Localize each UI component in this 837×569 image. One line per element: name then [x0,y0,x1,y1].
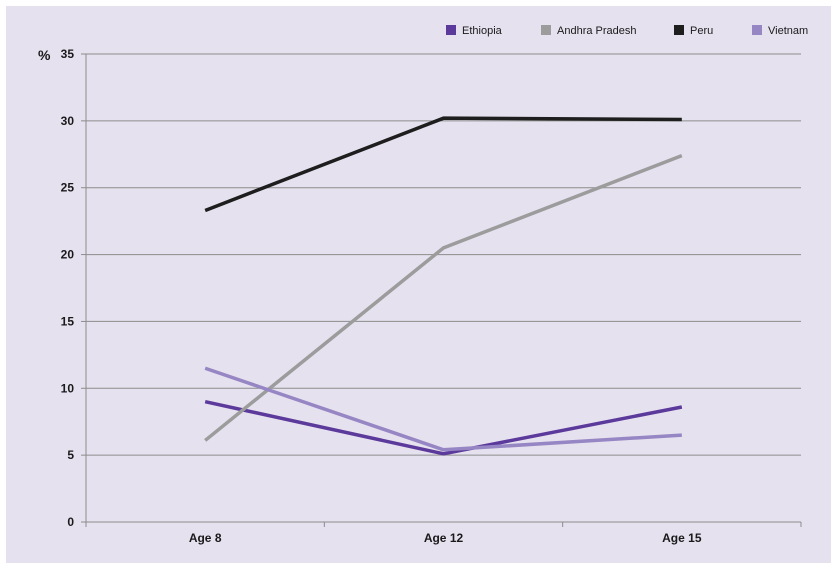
gridlines [86,53,801,456]
legend-label: Peru [690,25,713,37]
y-tick-label: 35 [61,47,75,61]
y-axis-ticks: 0 5 10 15 20 25 30 35 [61,47,86,529]
series-line-peru [204,116,682,213]
legend-item: Andhra Pradesh [541,25,637,37]
y-unit-label: % [38,47,51,63]
x-tick-label: Age 8 [189,531,222,545]
legend-swatch [674,25,684,35]
legend: Ethiopia Andhra Pradesh Peru Vietnam [446,25,808,37]
series-lines [204,116,683,456]
y-tick-label: 20 [61,248,75,262]
legend-label: Ethiopia [462,25,503,37]
legend-item: Peru [674,25,713,37]
chart-area: 0 5 10 15 20 25 30 35 Age 8 Age 12 Age 15 Ethiopi… [6,6,831,563]
legend-label: Vietnam [768,25,808,37]
y-tick-label: 15 [61,314,75,328]
line-chart: 0 5 10 15 20 25 30 35 Age 8 Age 12 Age 15 Ethiopi… [38,25,808,545]
x-tick-label: Age 12 [424,531,464,545]
y-tick-label: 25 [61,181,75,195]
y-tick-label: 10 [61,381,75,395]
y-tick-label: 5 [67,448,74,462]
legend-item: Vietnam [752,25,808,37]
series-line-vietnam [204,366,682,452]
legend-swatch [541,25,551,35]
legend-label: Andhra Pradesh [557,25,637,37]
y-tick-label: 0 [67,515,74,529]
legend-swatch [752,25,762,35]
legend-item: Ethiopia [446,25,503,37]
y-tick-label: 30 [61,114,75,128]
x-axis-ticks: Age 8 Age 12 Age 15 [85,522,802,545]
x-tick-label: Age 15 [662,531,702,545]
axes [85,54,801,523]
series-line-ethiopia [204,399,683,456]
legend-swatch [446,25,456,35]
series-line-andhra-pradesh [204,153,683,442]
